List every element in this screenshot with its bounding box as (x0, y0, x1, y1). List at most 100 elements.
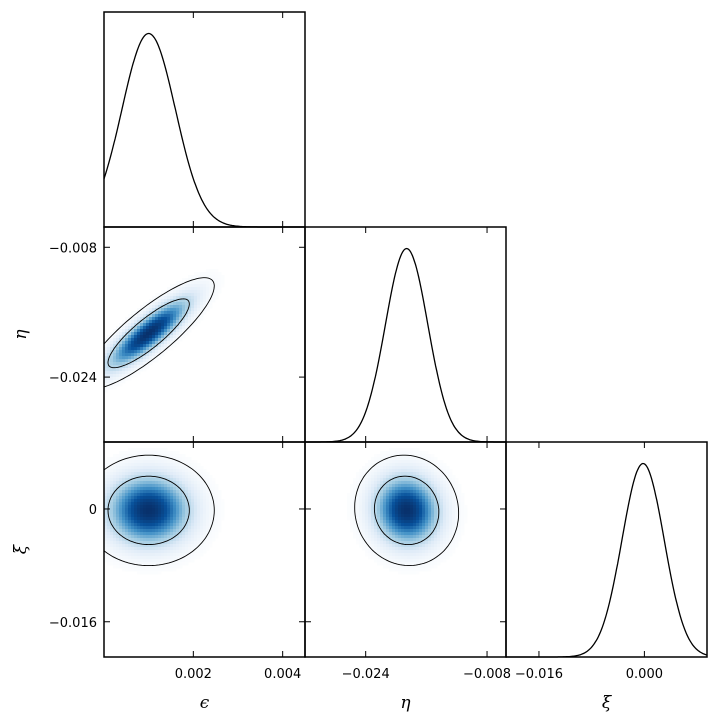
density-cell (413, 466, 417, 470)
density-cell (422, 517, 426, 521)
density-cell (356, 496, 360, 500)
density-cell (374, 520, 378, 524)
density-cell (119, 329, 123, 333)
density-cell (362, 532, 366, 536)
density-cell (368, 514, 372, 518)
density-cell (197, 529, 201, 533)
density-cell (419, 544, 423, 548)
density-cell (122, 526, 126, 530)
density-cell (146, 484, 150, 488)
density-cell (401, 457, 405, 461)
density-cell (140, 359, 144, 363)
density-cell (422, 532, 426, 536)
density-cell (182, 284, 186, 288)
density-cell (443, 529, 447, 533)
density-cell (197, 472, 201, 476)
density-cell (158, 329, 162, 333)
density-cell (119, 523, 123, 527)
density-cell (410, 562, 414, 566)
density-cell (188, 511, 192, 515)
density-cell (122, 356, 126, 360)
density-cell (140, 344, 144, 348)
density-cell (119, 565, 123, 569)
density-cell (188, 478, 192, 482)
density-cell (215, 517, 219, 521)
density-cell (443, 550, 447, 554)
density-cell (416, 451, 420, 455)
density-cell (143, 466, 147, 470)
density-cell (104, 529, 108, 533)
density-cell (176, 505, 180, 509)
density-cell (158, 293, 162, 297)
density-cell (191, 487, 195, 491)
density-cell (185, 562, 189, 566)
density-cell (359, 517, 363, 521)
density-cell (356, 484, 360, 488)
density-cell (464, 508, 468, 512)
density-cell (152, 344, 156, 348)
density-cell (455, 481, 459, 485)
density-cell (143, 493, 147, 497)
density-cell (182, 281, 186, 285)
density-cell (173, 475, 177, 479)
density-cell (359, 520, 363, 524)
density-cell (197, 493, 201, 497)
density-cell (110, 347, 114, 351)
density-cell (416, 556, 420, 560)
density-cell (155, 517, 159, 521)
density-cell (188, 299, 192, 303)
density-cell (125, 356, 129, 360)
density-cell (143, 505, 147, 509)
density-cell (137, 484, 141, 488)
density-cell (197, 320, 201, 324)
density-cell (419, 541, 423, 545)
density-cell (149, 508, 153, 512)
density-cell (188, 484, 192, 488)
density-cell (182, 532, 186, 536)
density-cell (167, 556, 171, 560)
density-cell (452, 499, 456, 503)
density-cell (194, 302, 198, 306)
density-cell (119, 332, 123, 336)
density-cell (149, 323, 153, 327)
density-cell (437, 526, 441, 530)
density-cell (407, 460, 411, 464)
density-cell (443, 487, 447, 491)
density-cell (416, 487, 420, 491)
density-cell (113, 371, 117, 375)
density-cell (152, 320, 156, 324)
density-cell (221, 505, 225, 509)
density-cell (386, 481, 390, 485)
density-cell (434, 550, 438, 554)
density-cell (161, 469, 165, 473)
density-cell (365, 547, 369, 551)
density-cell (377, 502, 381, 506)
density-cell (119, 490, 123, 494)
density-cell (356, 505, 360, 509)
density-cell (146, 472, 150, 476)
density-cell (173, 284, 177, 288)
density-cell (170, 454, 174, 458)
density-cell (458, 505, 462, 509)
density-cell (407, 517, 411, 521)
density-cell (425, 505, 429, 509)
density-cell (392, 502, 396, 506)
density-cell (152, 347, 156, 351)
density-cell (158, 544, 162, 548)
density-cell (161, 568, 165, 572)
density-cell (383, 520, 387, 524)
density-cell (134, 517, 138, 521)
density-cell (143, 323, 147, 327)
density-cell (155, 559, 159, 563)
density-cell (359, 544, 363, 548)
density-cell (203, 278, 207, 282)
density-cell (119, 478, 123, 482)
density-cell (410, 463, 414, 467)
density-cell (116, 469, 120, 473)
density-cell (200, 475, 204, 479)
density-cell (131, 341, 135, 345)
density-cell (128, 559, 132, 563)
density-cell (143, 302, 147, 306)
density-cell (140, 311, 144, 315)
density-cell (401, 568, 405, 572)
